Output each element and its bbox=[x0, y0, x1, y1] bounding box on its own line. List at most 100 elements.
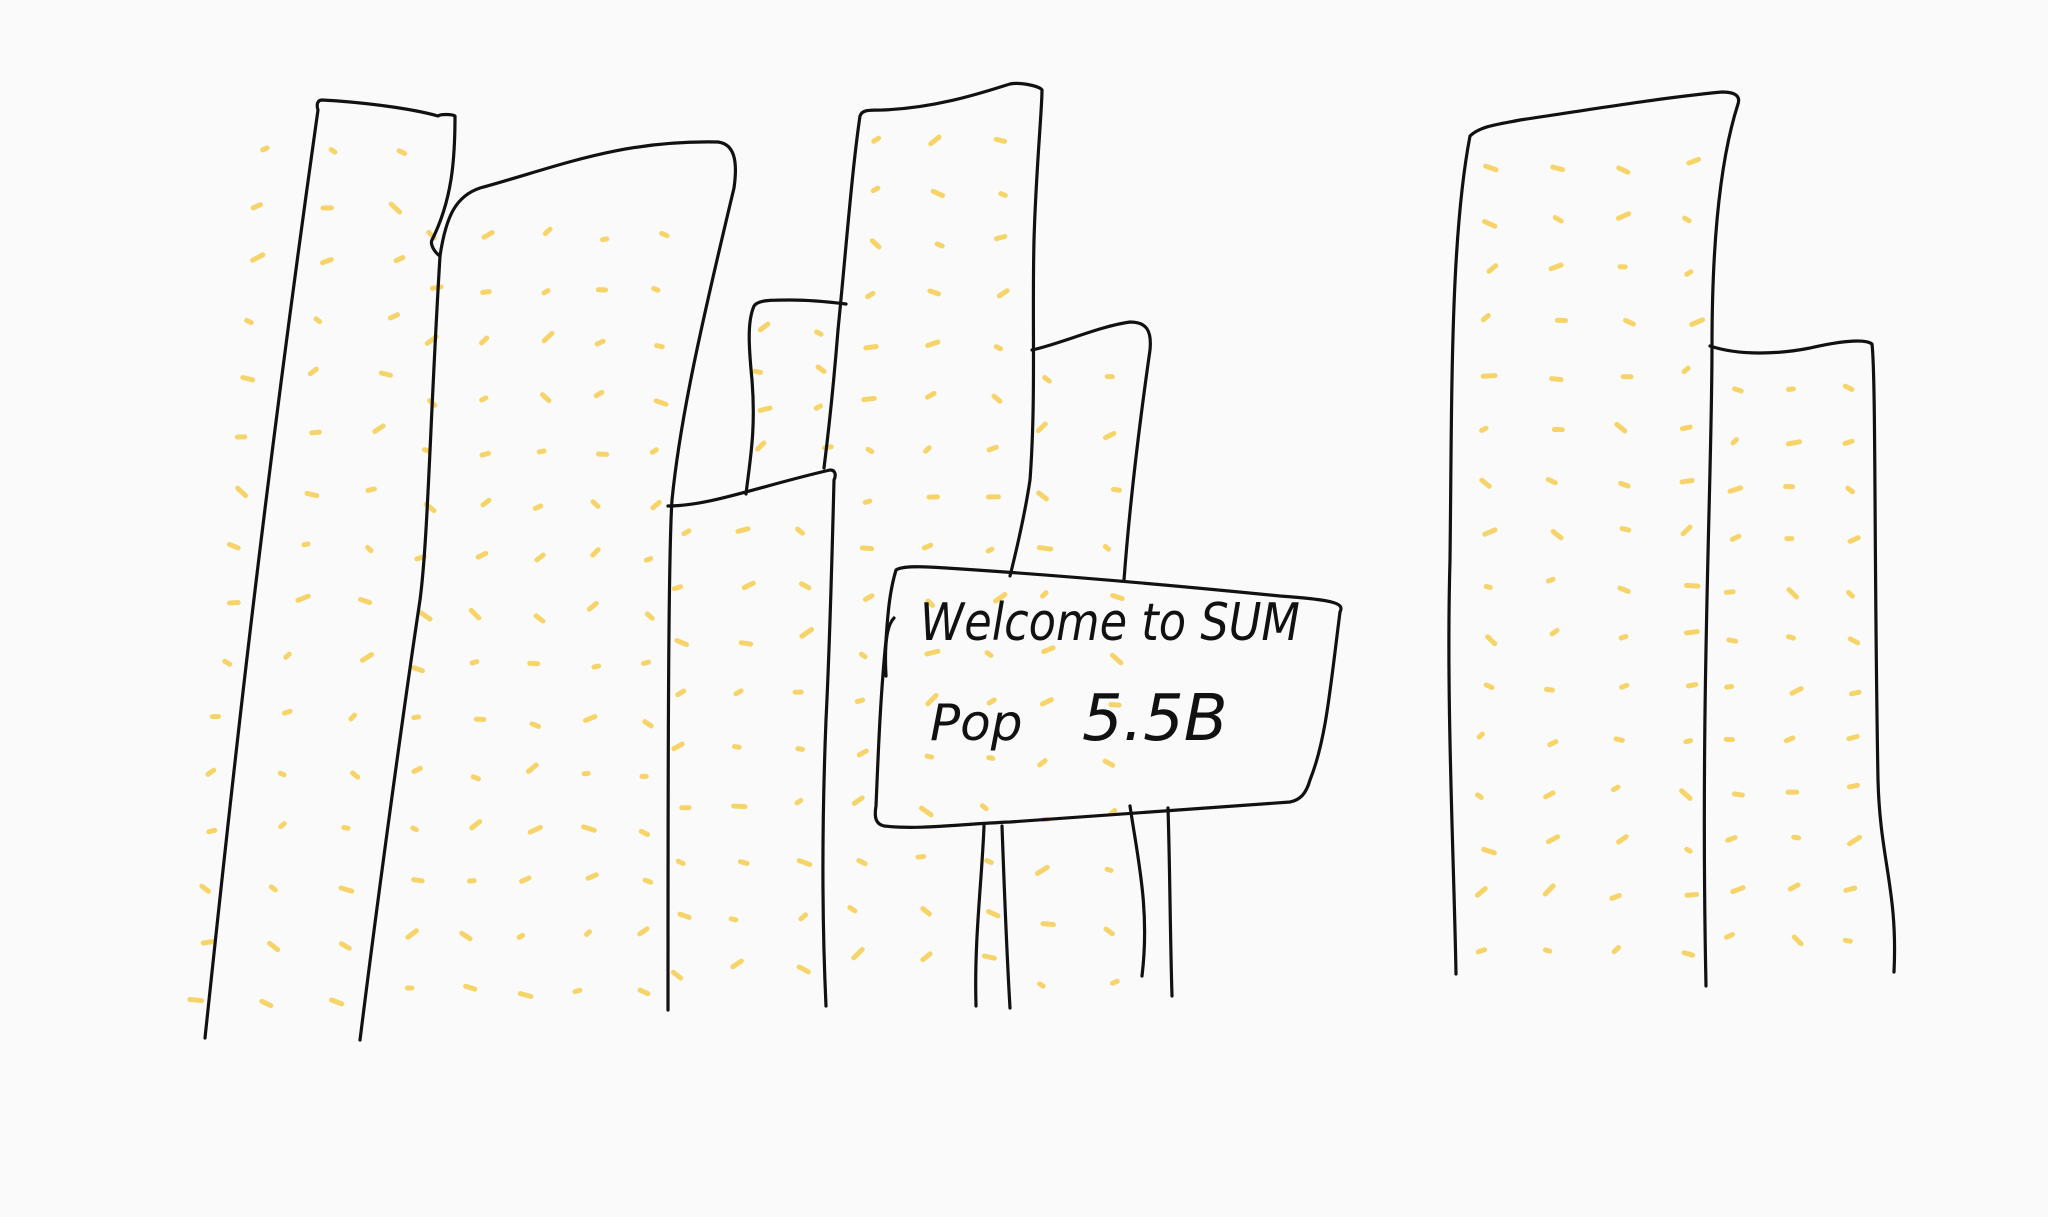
window-dot bbox=[638, 828, 651, 838]
window-dot bbox=[277, 770, 287, 778]
window-dot bbox=[1617, 585, 1631, 594]
window-dot bbox=[1480, 373, 1498, 379]
window-dot bbox=[1549, 376, 1564, 383]
window-dot bbox=[984, 650, 994, 658]
window-dot bbox=[641, 659, 652, 667]
window-dot bbox=[313, 316, 323, 325]
window-dot bbox=[1730, 437, 1739, 446]
window-dot bbox=[534, 552, 546, 563]
window-dot bbox=[861, 395, 877, 403]
window-dot bbox=[795, 746, 805, 752]
window-dot bbox=[1846, 834, 1863, 847]
window-dot bbox=[1791, 934, 1804, 947]
window-dot bbox=[1843, 885, 1858, 893]
window-dot bbox=[1683, 738, 1694, 745]
window-dot bbox=[469, 659, 480, 666]
window-dot bbox=[1681, 365, 1691, 375]
window-dot bbox=[1619, 526, 1632, 533]
window-dot bbox=[295, 593, 311, 603]
window-dot bbox=[798, 912, 809, 922]
window-dot bbox=[1036, 545, 1054, 552]
window-dot bbox=[1110, 486, 1122, 493]
window-dot bbox=[1110, 978, 1120, 986]
window-dot bbox=[517, 991, 534, 999]
window-dot bbox=[519, 875, 532, 884]
window-dot bbox=[733, 688, 744, 697]
building-right-of-center bbox=[1030, 320, 1152, 582]
window-dot bbox=[1679, 424, 1693, 432]
building-tall-center bbox=[836, 81, 1044, 578]
window-dot bbox=[925, 339, 941, 349]
window-dot bbox=[584, 929, 593, 937]
window-dot bbox=[671, 741, 685, 752]
window-dot bbox=[1682, 215, 1692, 224]
window-dot bbox=[851, 795, 865, 806]
window-dot bbox=[993, 234, 1008, 242]
window-dot bbox=[927, 288, 942, 297]
window-dot bbox=[516, 932, 526, 940]
window-dot bbox=[985, 546, 995, 554]
window-dot bbox=[341, 824, 351, 831]
window-dot bbox=[796, 858, 813, 867]
window-dot bbox=[348, 712, 358, 722]
window-dot bbox=[1724, 683, 1735, 690]
window-dot bbox=[986, 444, 999, 453]
window-dot bbox=[593, 389, 605, 399]
window-dot bbox=[1618, 480, 1631, 489]
welcome-sign-board bbox=[873, 565, 1343, 829]
window-dot bbox=[328, 997, 345, 1007]
window-dot bbox=[681, 528, 692, 537]
window-dot bbox=[278, 821, 287, 830]
window-dot bbox=[643, 556, 654, 563]
window-dot bbox=[1040, 921, 1056, 928]
window-dot bbox=[480, 289, 492, 295]
window-dot bbox=[757, 321, 771, 333]
building-far-right bbox=[1708, 339, 1897, 974]
window-dot bbox=[920, 906, 932, 917]
window-dot bbox=[1680, 524, 1693, 537]
window-dot bbox=[1037, 981, 1046, 989]
window-dot bbox=[1486, 263, 1499, 274]
window-dot bbox=[541, 288, 551, 296]
window-dot bbox=[1552, 214, 1564, 224]
window-dot bbox=[459, 930, 473, 942]
window-dot bbox=[586, 600, 599, 612]
window-dot bbox=[865, 446, 875, 455]
window-dot bbox=[1543, 790, 1556, 800]
window-dot bbox=[393, 255, 406, 264]
window-dot bbox=[1103, 926, 1115, 937]
window-dot bbox=[470, 774, 481, 782]
window-dot bbox=[283, 651, 292, 660]
window-dot bbox=[1545, 576, 1556, 584]
window-dot bbox=[600, 236, 610, 243]
window-dot bbox=[675, 688, 687, 698]
window-dot bbox=[993, 592, 1008, 604]
window-dot bbox=[856, 748, 869, 758]
window-dot bbox=[998, 191, 1008, 198]
window-dot bbox=[1683, 629, 1700, 636]
window-dot bbox=[590, 499, 601, 509]
window-dot bbox=[1476, 731, 1485, 740]
window-dot bbox=[1475, 947, 1488, 955]
window-dot bbox=[675, 858, 686, 867]
window-dot bbox=[1610, 784, 1621, 793]
window-dot bbox=[282, 708, 293, 716]
window-dot bbox=[1842, 937, 1853, 944]
window-dot bbox=[1729, 533, 1742, 542]
window-dot bbox=[259, 998, 274, 1009]
window-dot bbox=[1723, 931, 1736, 940]
window-dot bbox=[1726, 637, 1739, 644]
window-dot bbox=[923, 445, 932, 454]
window-dot bbox=[986, 755, 996, 761]
window-dot bbox=[1110, 593, 1125, 602]
window-dot bbox=[1848, 689, 1862, 697]
window-dot bbox=[539, 392, 552, 404]
window-dot bbox=[1479, 425, 1489, 433]
sign-pop-label: Pop bbox=[930, 694, 1022, 752]
window-dot bbox=[1545, 834, 1561, 845]
window-dot bbox=[1616, 834, 1629, 845]
window-dot bbox=[328, 147, 338, 155]
window-dot bbox=[410, 665, 425, 674]
window-dot bbox=[979, 803, 989, 812]
window-dot bbox=[1730, 885, 1746, 895]
